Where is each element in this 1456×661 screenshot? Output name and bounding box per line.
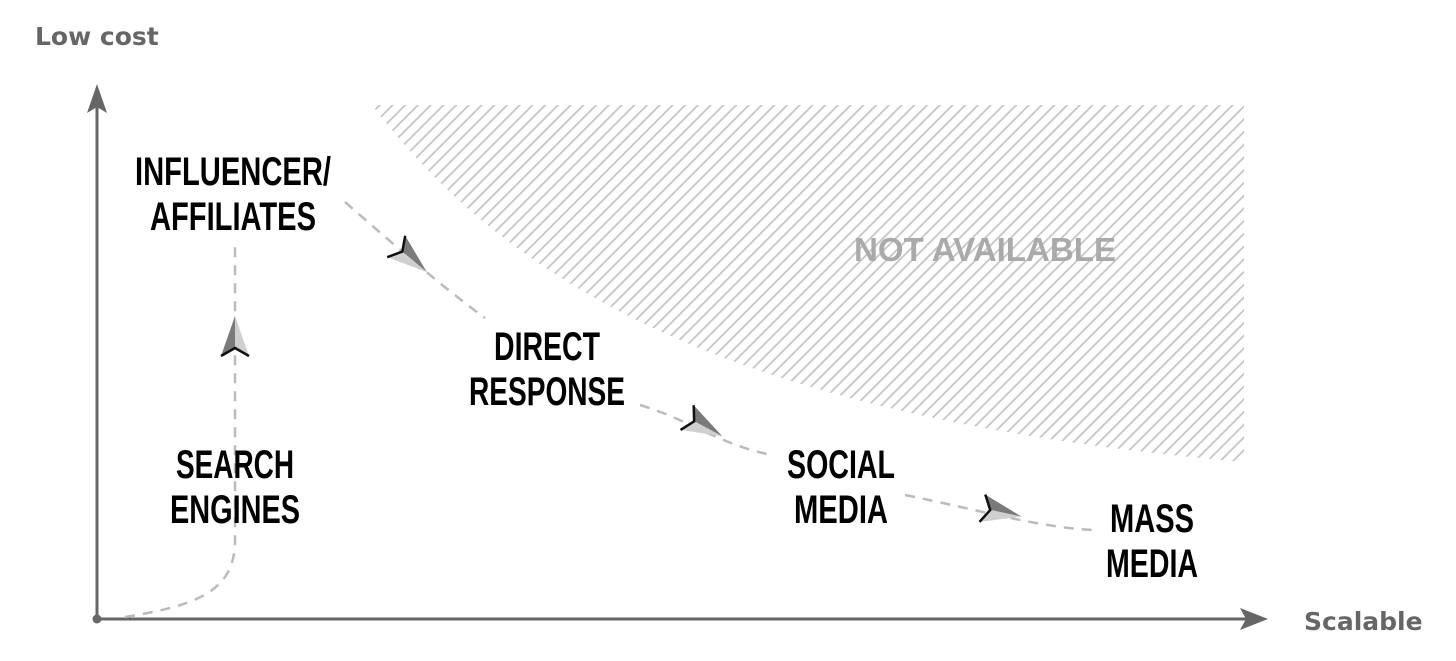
node-label-line: SEARCH [176,443,294,487]
not-available-label: NOT AVAILABLE [854,231,1116,268]
not-available-region [372,105,1244,462]
arrow-down-right-icon [385,234,438,285]
node-label-line: MEDIA [794,488,888,532]
arrow-up-icon [219,314,251,358]
arrow-right-icon [978,493,1026,532]
arrow-down-right-icon [679,403,731,450]
node-mass-media: MASS MEDIA [1106,497,1198,586]
y-axis [87,84,107,619]
node-social-media: SOCIAL MEDIA [787,443,895,532]
node-label-line: ENGINES [170,488,300,532]
node-label-line: INFLUENCER/ [135,150,331,194]
x-axis [97,608,1268,630]
node-label-line: DIRECT [494,325,600,369]
node-influencer-affiliates: INFLUENCER/ AFFILIATES [135,150,331,239]
y-axis-arrow-icon [87,84,107,113]
edge-social-to-mass [904,493,1096,532]
x-axis-arrow-icon [1240,608,1268,630]
y-axis-label: Low cost [35,22,159,51]
node-label-line: AFFILIATES [150,195,316,239]
x-axis-label: Scalable [1304,607,1423,636]
origin-dot [92,614,102,624]
edge-search-to-influencer [124,245,237,619]
node-direct-response: DIRECT RESPONSE [469,325,625,414]
node-search-engines: SEARCH ENGINES [170,443,300,532]
node-label-line: MEDIA [1106,542,1198,586]
node-label-line: MASS [1110,497,1194,541]
node-label-line: RESPONSE [469,370,625,414]
node-label-line: SOCIAL [787,443,895,487]
